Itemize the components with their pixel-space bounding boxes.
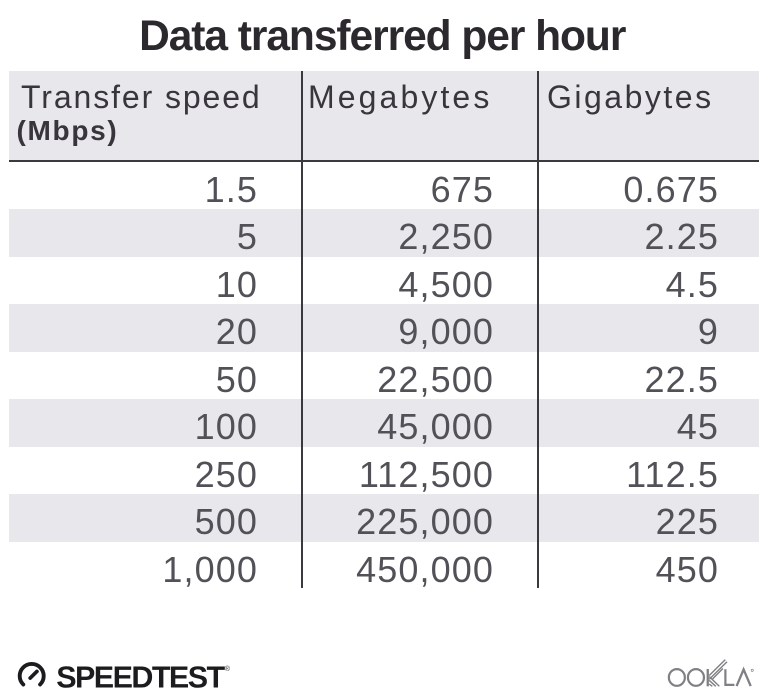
svg-text:SPEEDTEST: SPEEDTEST [56, 661, 225, 695]
svg-text:®: ® [225, 665, 231, 673]
